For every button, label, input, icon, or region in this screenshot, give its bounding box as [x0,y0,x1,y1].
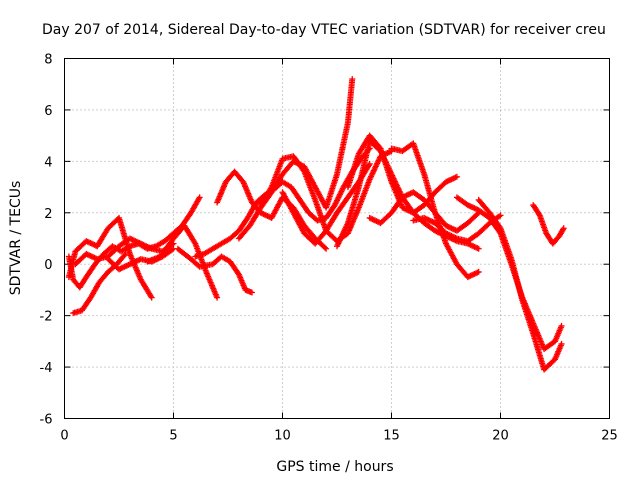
data-point [559,226,566,233]
series-arc9 [214,168,330,252]
data-point [196,194,203,201]
data-point [323,245,330,252]
x-tick-label: 5 [169,429,177,444]
series-arc19 [475,196,565,373]
y-tick-label: -2 [40,310,53,325]
data-point [321,244,328,251]
series-arc2 [65,214,155,301]
data-point [558,322,565,329]
data-point [214,294,221,301]
data-point [148,294,155,301]
data-point [475,268,482,275]
y-tick-label: -6 [40,413,53,428]
y-tick-label: 2 [44,207,52,222]
x-tick-label: 10 [274,429,291,444]
data-point [248,289,255,296]
series-arc4 [72,235,177,268]
y-tick-label: 8 [44,53,52,68]
x-tick-label: 25 [601,429,618,444]
series-arc3 [70,250,129,317]
y-tick-label: 6 [44,104,52,119]
data-point [122,250,129,257]
data-points [65,76,567,373]
plot-frame [64,58,610,419]
series-arc20 [530,202,567,247]
y-axis-label: SDTVAR / TECUs [8,181,24,296]
x-tick-label: 15 [383,429,400,444]
series-arc17 [410,212,504,245]
data-point [121,252,128,259]
series-arc15 [366,189,482,234]
data-point [453,173,460,180]
data-point [349,76,356,83]
data-point [475,245,482,252]
series-arc10 [235,76,356,242]
y-tick-label: 4 [44,155,52,170]
x-tick-label: 0 [60,429,68,444]
series-arc14 [344,132,460,216]
series-arc7 [174,245,255,296]
data-point [497,212,504,219]
y-tick-label: 0 [44,258,52,273]
x-axis-label: GPS time / hours [276,459,393,475]
y-tick-label: -4 [40,361,53,376]
x-tick-label: 20 [492,429,509,444]
chart-title: Day 207 of 2014, Sidereal Day-to-day VTE… [42,22,606,38]
data-point [366,160,373,167]
data-point [560,225,567,232]
data-point [558,340,565,347]
